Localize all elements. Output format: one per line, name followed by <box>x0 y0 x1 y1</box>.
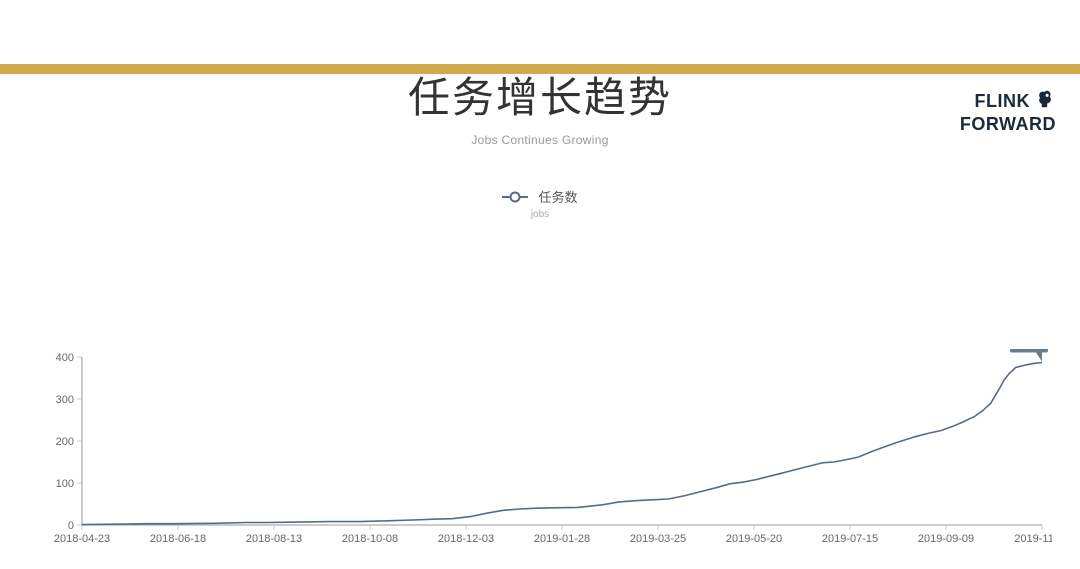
svg-text:300: 300 <box>56 394 74 406</box>
svg-text:2019-09-09: 2019-09-09 <box>918 533 974 545</box>
legend-sublabel: jobs <box>0 209 1080 220</box>
svg-text:2018-08-13: 2018-08-13 <box>246 533 302 545</box>
svg-text:2019-03-25: 2019-03-25 <box>630 533 686 545</box>
chart-legend: 任务数 jobs <box>0 187 1080 220</box>
squirrel-icon <box>1034 88 1056 115</box>
svg-text:200: 200 <box>56 436 74 448</box>
brand-line2: FORWARD <box>960 115 1056 134</box>
legend-marker-icon <box>502 196 528 198</box>
legend-label: 任务数 <box>538 187 577 206</box>
brand-logo: FLINK FORWARD <box>960 88 1056 134</box>
svg-text:2018-10-08: 2018-10-08 <box>342 533 398 545</box>
brand-line1: FLINK <box>975 92 1031 111</box>
svg-text:2019-07-15: 2019-07-15 <box>822 533 878 545</box>
svg-text:2019-11-04: 2019-11-04 <box>1014 533 1052 545</box>
title-block: 任务增长趋势 Jobs Continues Growing <box>0 64 1080 147</box>
svg-text:0: 0 <box>68 520 74 532</box>
svg-text:400: 400 <box>56 352 74 364</box>
top-accent-band <box>0 64 1080 74</box>
page-subtitle: Jobs Continues Growing <box>0 133 1080 147</box>
svg-text:2019-01-28: 2019-01-28 <box>534 533 590 545</box>
svg-text:2018-06-18: 2018-06-18 <box>150 533 206 545</box>
svg-text:387: 387 <box>1018 349 1040 350</box>
svg-text:2019-05-20: 2019-05-20 <box>726 533 782 545</box>
svg-text:2018-04-23: 2018-04-23 <box>54 533 110 545</box>
svg-text:100: 100 <box>56 478 74 490</box>
svg-text:2018-12-03: 2018-12-03 <box>438 533 494 545</box>
chart-area: 0 100 200 300 400 2018-04-23 2018-06-18 2018-08… <box>40 349 1052 549</box>
line-chart: 0 100 200 300 400 2018-04-23 2018-06-18 2018-08… <box>40 349 1052 549</box>
